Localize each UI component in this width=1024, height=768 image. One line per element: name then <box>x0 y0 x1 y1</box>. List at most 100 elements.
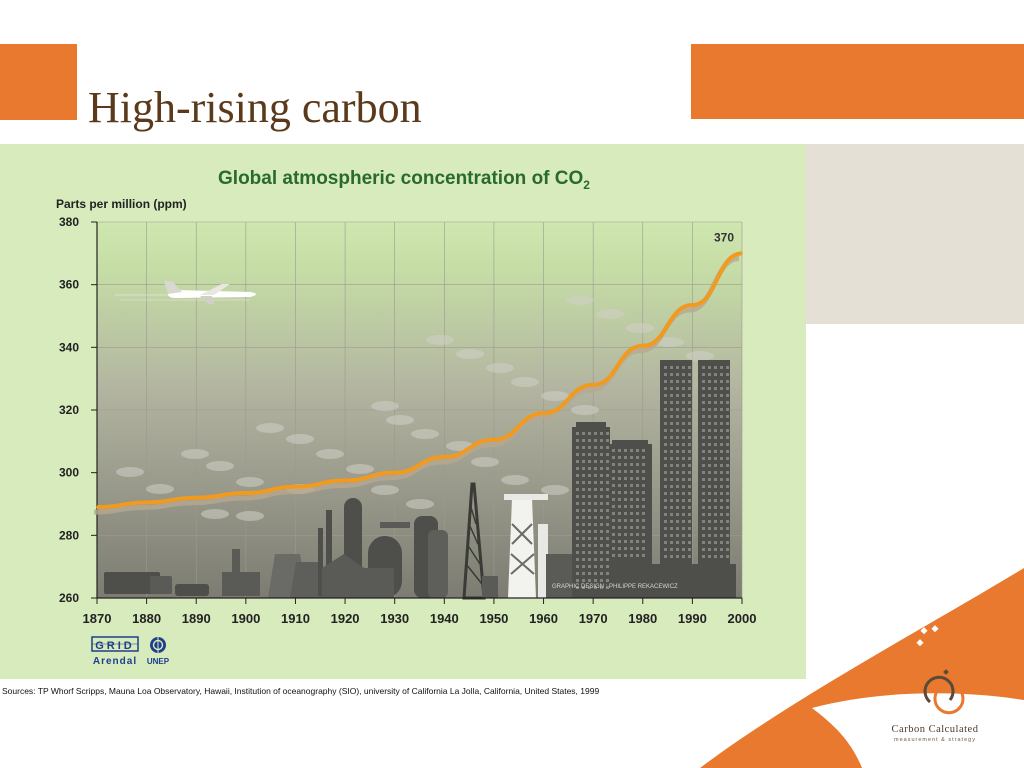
window <box>702 555 705 558</box>
window <box>588 558 591 561</box>
grid-arendal-logo: GRID Arendal <box>91 636 139 667</box>
window <box>688 471 691 474</box>
window <box>702 429 705 432</box>
window <box>720 450 723 453</box>
window <box>636 477 639 480</box>
window <box>714 450 717 453</box>
window <box>708 415 711 418</box>
x-tick-label: 1950 <box>479 611 508 626</box>
window <box>688 520 691 523</box>
window <box>664 387 667 390</box>
window <box>624 449 627 452</box>
window <box>726 457 729 460</box>
window <box>676 443 679 446</box>
window <box>676 541 679 544</box>
window <box>606 572 609 575</box>
window <box>664 366 667 369</box>
window <box>688 415 691 418</box>
window <box>612 512 615 515</box>
cloud-puff <box>541 391 569 401</box>
window <box>688 527 691 530</box>
window <box>618 505 621 508</box>
window <box>720 513 723 516</box>
window <box>600 467 603 470</box>
window <box>720 527 723 530</box>
window <box>708 534 711 537</box>
cloud-puff <box>256 423 284 433</box>
window <box>624 505 627 508</box>
window <box>594 523 597 526</box>
window <box>676 520 679 523</box>
window <box>714 394 717 397</box>
window <box>636 533 639 536</box>
window <box>576 572 579 575</box>
window <box>708 541 711 544</box>
window <box>670 541 673 544</box>
window <box>664 506 667 509</box>
window <box>682 492 685 495</box>
window <box>726 422 729 425</box>
window <box>588 586 591 589</box>
window <box>682 366 685 369</box>
window <box>636 526 639 529</box>
window <box>594 467 597 470</box>
window <box>714 485 717 488</box>
window <box>606 495 609 498</box>
window <box>582 565 585 568</box>
window <box>702 513 705 516</box>
unep-logo-text: UNEP <box>147 657 170 666</box>
window <box>670 548 673 551</box>
chart-title-text: Global atmospheric concentration of CO <box>218 168 583 189</box>
data-point <box>443 456 446 458</box>
window <box>670 436 673 439</box>
window <box>588 432 591 435</box>
window <box>576 446 579 449</box>
window <box>708 373 711 376</box>
window <box>636 540 639 543</box>
window <box>676 429 679 432</box>
window <box>664 520 667 523</box>
window <box>726 541 729 544</box>
window <box>682 478 685 481</box>
window <box>670 527 673 530</box>
window <box>600 439 603 442</box>
window <box>670 387 673 390</box>
window <box>624 547 627 550</box>
window <box>726 527 729 530</box>
window <box>624 456 627 459</box>
window <box>576 509 579 512</box>
window <box>682 506 685 509</box>
data-point <box>344 479 346 482</box>
window <box>606 432 609 435</box>
window <box>582 460 585 463</box>
brand-name: Carbon Calculated <box>891 724 979 735</box>
window <box>582 579 585 582</box>
window <box>606 481 609 484</box>
cloud-puff <box>236 511 264 521</box>
window <box>670 492 673 495</box>
window <box>714 555 717 558</box>
window <box>642 449 645 452</box>
window <box>606 460 609 463</box>
window <box>588 579 591 582</box>
window <box>688 380 691 383</box>
window <box>582 495 585 498</box>
window <box>618 498 621 501</box>
window <box>726 478 729 481</box>
window <box>588 474 591 477</box>
window <box>612 456 615 459</box>
data-point <box>592 384 594 386</box>
window <box>714 436 717 439</box>
window <box>618 463 621 466</box>
window <box>588 446 591 449</box>
window <box>664 443 667 446</box>
window <box>630 463 633 466</box>
window <box>600 558 603 561</box>
window <box>664 380 667 383</box>
window <box>720 548 723 551</box>
window <box>618 554 621 557</box>
window <box>594 551 597 554</box>
window <box>714 373 717 376</box>
window <box>636 547 639 550</box>
window <box>600 495 603 498</box>
